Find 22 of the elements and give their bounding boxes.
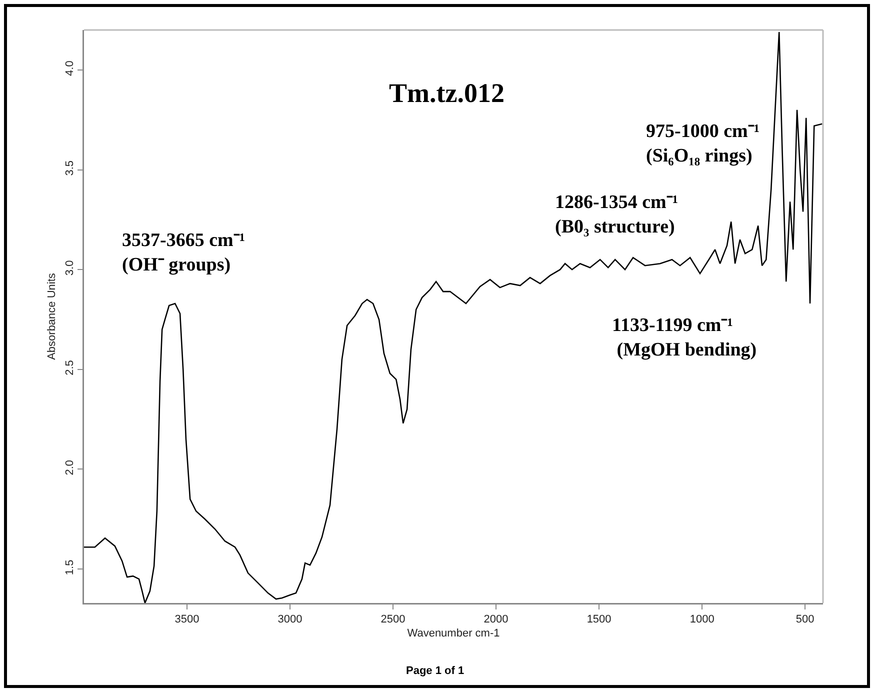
annotation: 975-1000 cm⁻¹ (Si₆O₁₈ rings) — [646, 121, 760, 167]
annotation: 1133-1199 cm⁻¹ (MgOH bending) — [612, 315, 757, 361]
x-axis-title: Wavenumber cm-1 — [407, 628, 500, 640]
x-tick-label: 2000 — [484, 614, 508, 626]
line-series — [84, 31, 823, 603]
y-tick-label: 3.0 — [64, 260, 76, 276]
x-tick-label: 1500 — [586, 614, 612, 626]
x-tick-label: 3000 — [278, 614, 302, 626]
x-tick-label: 1000 — [690, 614, 714, 626]
y-tick-label: 4.0 — [64, 60, 76, 76]
y-tick-label: 1.5 — [64, 560, 76, 576]
y-tick-label: 2.0 — [64, 460, 76, 476]
x-tick-label: 3500 — [174, 614, 200, 626]
annotation: 1286-1354 cm⁻¹ (B0₃ structure) — [555, 192, 678, 238]
x-tick-label: 2500 — [380, 614, 406, 626]
annotation: 3537-3665 cm⁻¹ (OH⁻ groups) — [122, 230, 246, 276]
y-axis-title: Absorbance Units — [46, 272, 58, 360]
y-tick-label: 3.5 — [64, 160, 76, 176]
text: Page 1 of 1 — [406, 665, 464, 677]
y-tick-label: 2.5 — [64, 360, 76, 376]
x-tick-label: 500 — [796, 614, 814, 626]
text: Tm.tz.012 — [389, 78, 504, 108]
